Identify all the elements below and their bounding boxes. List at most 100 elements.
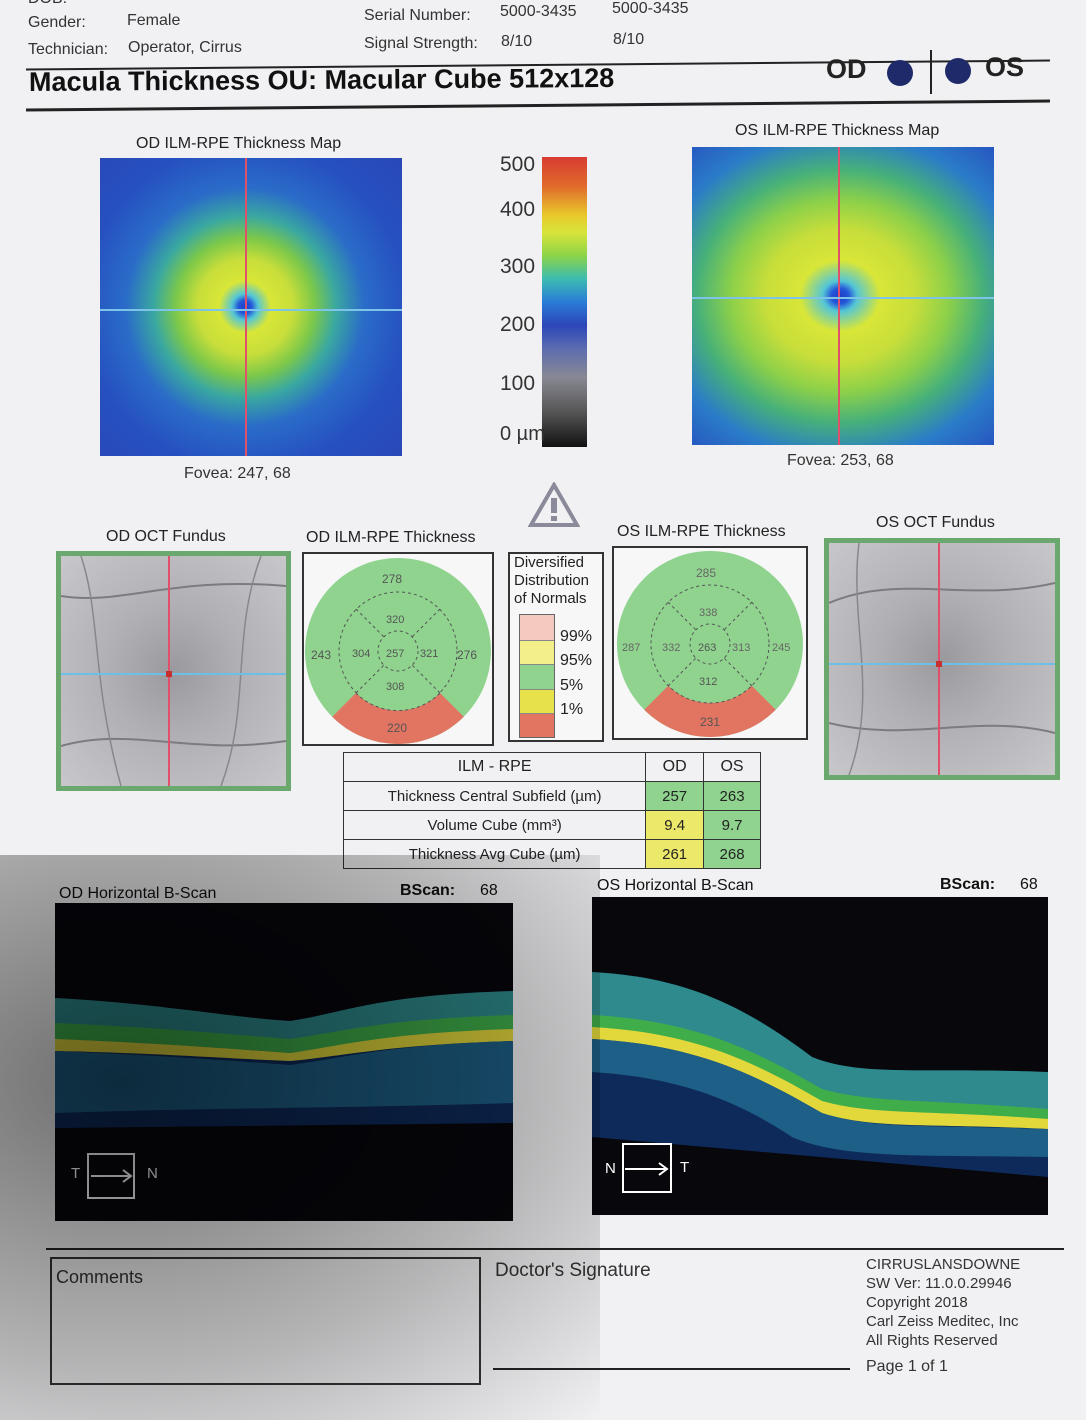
legend-label-95: 95%	[560, 652, 593, 669]
legend-label-1: 1%	[560, 701, 584, 718]
table-row: Thickness Central Subfield (µm) 257 263	[342, 781, 761, 811]
od-direction-right: N	[147, 1165, 158, 1182]
os-bscan-number: 68	[1020, 876, 1038, 893]
od-fovea: Fovea: 247, 68	[184, 465, 291, 482]
signal-od: 8/10	[501, 33, 533, 50]
row-label: Volume Cube (mm³)	[342, 810, 647, 840]
os-orientation-box	[622, 1143, 672, 1193]
scale-tick: 200	[500, 313, 536, 336]
color-scale-bar	[542, 157, 587, 447]
legend-swatch-5-95	[520, 664, 554, 689]
os-temporal-inner-value: 313	[732, 642, 751, 654]
os-direction-left: N	[605, 1160, 616, 1177]
os-bscan-label: BScan:	[940, 876, 996, 893]
page-number: Page 1 of 1	[866, 1358, 948, 1375]
od-bscan-number: 68	[480, 882, 498, 899]
od-direction-left: T	[71, 1165, 81, 1182]
os-direction-right: T	[680, 1159, 690, 1176]
od-bscan-label: BScan:	[400, 882, 456, 899]
od-value-cell: 261	[645, 839, 705, 869]
footer-rule	[46, 1248, 1064, 1250]
os-etdrs-panel: 285 338 287 332 263 313 245 312 231	[612, 546, 808, 740]
gender-label: Gender:	[28, 14, 86, 31]
legend-title: Diversified Distribution of Normals	[514, 554, 589, 608]
od-etdrs-panel: 278 320 243 304 257 321 276 308 220	[302, 552, 494, 746]
technician-label: Technician:	[28, 41, 109, 58]
os-map-vertical-crosshair	[838, 147, 840, 445]
company-name: Carl Zeiss Meditec, Inc	[866, 1313, 1019, 1330]
os-fovea-marker	[936, 661, 942, 667]
os-inferior-inner-value: 312	[699, 676, 718, 688]
doctor-signature-label: Doctor's Signature	[495, 1260, 651, 1281]
table-header-cell: OS	[703, 752, 761, 782]
eye-divider	[930, 50, 932, 94]
os-inferior-outer-value: 231	[700, 715, 721, 729]
legend-swatch-1-5	[520, 689, 554, 713]
table-row: Thickness Avg Cube (µm) 261 268	[342, 839, 761, 869]
od-temporal-inner-value: 304	[352, 648, 371, 660]
arrow-right-icon	[625, 1162, 669, 1176]
technician-value: Operator, Cirrus	[128, 39, 242, 56]
od-nasal-outer-value: 276	[457, 648, 478, 662]
site-name: CIRRUSLANSDOWNE	[866, 1256, 1021, 1273]
dob-label: DOB:	[28, 0, 67, 8]
copyright-text: Copyright 2018	[866, 1294, 968, 1311]
legend-swatch-95-99	[520, 640, 554, 664]
scale-tick: 0 µm	[500, 423, 545, 445]
legend-swatches	[519, 614, 555, 738]
arrow-right-icon	[91, 1169, 133, 1183]
row-label: Thickness Central Subfield (µm)	[342, 781, 647, 811]
os-superior-inner-value: 338	[699, 607, 718, 619]
signature-line[interactable]	[493, 1368, 850, 1370]
os-center-value: 263	[698, 642, 717, 654]
os-dot-icon	[945, 58, 971, 84]
od-map-title: OD ILM-RPE Thickness Map	[136, 135, 342, 152]
od-map-horizontal-crosshair	[100, 309, 402, 311]
rights-text: All Rights Reserved	[866, 1332, 998, 1349]
os-value-cell: 268	[703, 839, 761, 869]
ilm-rpe-summary-table: ILM - RPE OD OS Thickness Central Subfie…	[342, 752, 761, 869]
os-tag: OS	[985, 52, 1025, 82]
legend-title-line: Distribution	[514, 572, 590, 589]
legend-label-5: 5%	[560, 677, 584, 694]
od-map-vertical-crosshair	[245, 158, 247, 456]
od-value-cell: 9.4	[645, 810, 705, 840]
legend-title-line: of Normals	[514, 590, 587, 607]
table-header-row: ILM - RPE OD OS	[342, 752, 761, 782]
od-fundus-horizontal-line	[61, 673, 286, 675]
os-fundus-vertical-line	[938, 543, 940, 775]
od-horizontal-bscan-image: T N	[55, 903, 513, 1221]
scale-tick: 100	[500, 372, 536, 395]
legend-title-line: Diversified	[514, 554, 585, 571]
od-inferior-outer-value: 220	[387, 721, 408, 735]
table-header-cell: ILM - RPE	[342, 752, 647, 782]
page-title: Macula Thickness OU: Macular Cube 512x12…	[28, 62, 615, 97]
serial-os: 5000-3435	[612, 0, 689, 17]
scale-tick: 300	[500, 255, 536, 278]
table-row: Volume Cube (mm³) 9.4 9.7	[342, 810, 761, 840]
od-fundus-vessels	[61, 556, 286, 786]
os-superior-outer-value: 285	[696, 566, 717, 580]
od-tag: OD	[826, 54, 867, 84]
os-temporal-outer-value: 245	[772, 642, 791, 654]
os-horizontal-bscan-image: N T	[592, 897, 1048, 1215]
od-center-value: 257	[386, 648, 405, 660]
od-bscan-title: OD Horizontal B-Scan	[59, 885, 217, 902]
os-map-horizontal-crosshair	[692, 297, 994, 299]
row-label: Thickness Avg Cube (µm)	[342, 839, 647, 869]
signal-label: Signal Strength:	[364, 35, 478, 52]
od-inferior-inner-value: 308	[386, 681, 405, 693]
os-fundus-vessels	[829, 543, 1055, 775]
scale-tick: 500	[500, 153, 536, 176]
os-bscan-title: OS Horizontal B-Scan	[597, 877, 754, 894]
od-value-cell: 257	[645, 781, 705, 811]
signal-os: 8/10	[613, 31, 645, 48]
od-fundus-title: OD OCT Fundus	[106, 528, 226, 545]
comments-box[interactable]: Comments	[50, 1257, 481, 1385]
os-value-cell: 9.7	[703, 810, 761, 840]
od-superior-outer-value: 278	[382, 572, 403, 586]
serial-od: 5000-3435	[500, 3, 577, 20]
os-fovea: Fovea: 253, 68	[787, 452, 894, 469]
os-map-title: OS ILM-RPE Thickness Map	[735, 122, 940, 139]
scale-tick: 400	[500, 198, 536, 221]
